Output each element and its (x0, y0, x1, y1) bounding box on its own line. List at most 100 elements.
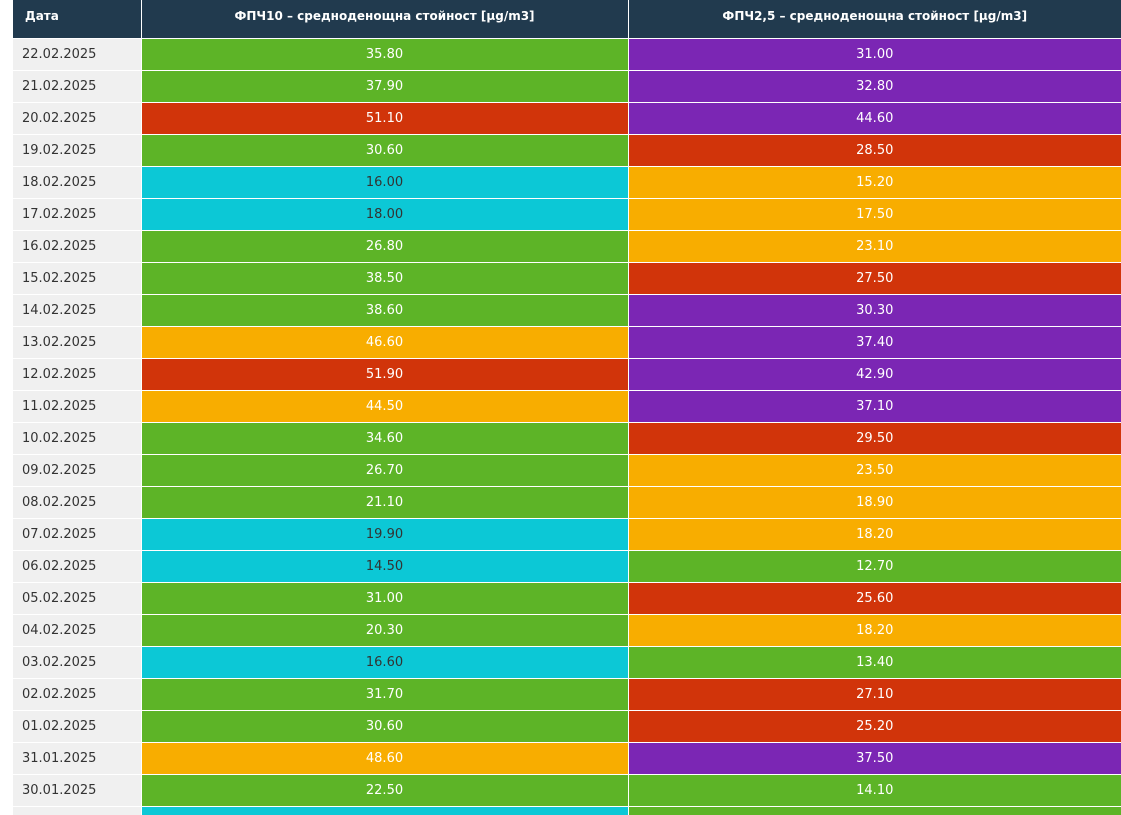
date-cell: 12.02.2025 (13, 358, 142, 391)
date-cell: 30.01.2025 (13, 774, 142, 807)
air-quality-table-container: Дата ФПЧ10 – средноденощна стойност [µg/… (13, 0, 1121, 815)
pm25-value-cell: 28.50 (628, 134, 1121, 167)
table-row: 15.02.2025 38.50 27.50 (13, 262, 1121, 295)
table-row: 08.02.2025 21.10 18.90 (13, 486, 1121, 519)
pm10-value-cell: 19.90 (141, 518, 629, 551)
header-pm25[interactable]: ФПЧ2,5 – средноденощна стойност [µg/m3] (628, 0, 1121, 39)
date-cell: 09.02.2025 (13, 454, 142, 487)
pm10-value-cell: 31.70 (141, 678, 629, 711)
pm25-value-cell: 12.70 (628, 550, 1121, 583)
header-date[interactable]: Дата (13, 0, 142, 39)
pm10-value-cell: 26.80 (141, 230, 629, 263)
table-row: 19.02.2025 30.60 28.50 (13, 134, 1121, 167)
header-pm10[interactable]: ФПЧ10 – средноденощна стойност [µg/m3] (141, 0, 629, 39)
pm10-value-cell: 37.90 (141, 70, 629, 103)
pm25-value-cell: 42.90 (628, 358, 1121, 391)
pm25-value-cell: 32.80 (628, 70, 1121, 103)
pm10-value-cell: 48.60 (141, 742, 629, 775)
pm25-value-cell: 23.50 (628, 454, 1121, 487)
table-row: 20.02.2025 51.10 44.60 (13, 102, 1121, 135)
pm10-value-cell: 18.00 (141, 198, 629, 231)
table-row: 05.02.2025 31.00 25.60 (13, 582, 1121, 615)
date-cell: 14.02.2025 (13, 294, 142, 327)
pm10-value-cell: 21.10 (141, 486, 629, 519)
pm10-value-cell: 38.60 (141, 294, 629, 327)
date-cell: 15.02.2025 (13, 262, 142, 295)
table-body: 22.02.2025 35.80 31.00 21.02.2025 37.90 32.80… (13, 38, 1121, 815)
table-header: Дата ФПЧ10 – средноденощна стойност [µg/… (13, 0, 1121, 39)
pm25-value-cell: 18.20 (628, 614, 1121, 647)
date-cell: 07.02.2025 (13, 518, 142, 551)
pm25-value-cell: 44.60 (628, 102, 1121, 135)
date-cell: 17.02.2025 (13, 198, 142, 231)
pm10-value-cell: 38.50 (141, 262, 629, 295)
date-cell: 03.02.2025 (13, 646, 142, 679)
pm25-value-cell (628, 806, 1121, 815)
table-row: 16.02.2025 26.80 23.10 (13, 230, 1121, 263)
date-cell: 18.02.2025 (13, 166, 142, 199)
pm10-value-cell: 16.00 (141, 166, 629, 199)
table-row: 07.02.2025 19.90 18.20 (13, 518, 1121, 551)
pm10-value-cell (141, 806, 629, 815)
table-row (13, 806, 1121, 815)
table-row: 06.02.2025 14.50 12.70 (13, 550, 1121, 583)
date-cell: 22.02.2025 (13, 38, 142, 71)
date-cell: 06.02.2025 (13, 550, 142, 583)
pm25-value-cell: 31.00 (628, 38, 1121, 71)
pm25-value-cell: 25.20 (628, 710, 1121, 743)
air-quality-table: Дата ФПЧ10 – средноденощна стойност [µg/… (13, 0, 1121, 815)
pm25-value-cell: 15.20 (628, 166, 1121, 199)
pm25-value-cell: 37.40 (628, 326, 1121, 359)
table-row: 30.01.2025 22.50 14.10 (13, 774, 1121, 807)
pm10-value-cell: 51.10 (141, 102, 629, 135)
table-row: 18.02.2025 16.00 15.20 (13, 166, 1121, 199)
pm10-value-cell: 26.70 (141, 454, 629, 487)
table-row: 03.02.2025 16.60 13.40 (13, 646, 1121, 679)
table-row: 11.02.2025 44.50 37.10 (13, 390, 1121, 423)
table-row: 01.02.2025 30.60 25.20 (13, 710, 1121, 743)
date-cell: 20.02.2025 (13, 102, 142, 135)
table-row: 02.02.2025 31.70 27.10 (13, 678, 1121, 711)
date-cell: 05.02.2025 (13, 582, 142, 615)
date-cell: 04.02.2025 (13, 614, 142, 647)
table-row: 21.02.2025 37.90 32.80 (13, 70, 1121, 103)
pm25-value-cell: 25.60 (628, 582, 1121, 615)
pm10-value-cell: 14.50 (141, 550, 629, 583)
date-cell: 02.02.2025 (13, 678, 142, 711)
pm10-value-cell: 51.90 (141, 358, 629, 391)
date-cell: 31.01.2025 (13, 742, 142, 775)
pm25-value-cell: 27.50 (628, 262, 1121, 295)
pm10-value-cell: 30.60 (141, 134, 629, 167)
header-row: Дата ФПЧ10 – средноденощна стойност [µg/… (13, 0, 1121, 39)
table-row: 14.02.2025 38.60 30.30 (13, 294, 1121, 327)
date-cell: 11.02.2025 (13, 390, 142, 423)
date-cell: 10.02.2025 (13, 422, 142, 455)
pm10-value-cell: 16.60 (141, 646, 629, 679)
date-cell (13, 806, 142, 815)
table-row: 17.02.2025 18.00 17.50 (13, 198, 1121, 231)
date-cell: 16.02.2025 (13, 230, 142, 263)
date-cell: 13.02.2025 (13, 326, 142, 359)
pm25-value-cell: 18.90 (628, 486, 1121, 519)
date-cell: 21.02.2025 (13, 70, 142, 103)
table-row: 13.02.2025 46.60 37.40 (13, 326, 1121, 359)
table-row: 12.02.2025 51.90 42.90 (13, 358, 1121, 391)
pm25-value-cell: 13.40 (628, 646, 1121, 679)
pm25-value-cell: 37.50 (628, 742, 1121, 775)
pm10-value-cell: 22.50 (141, 774, 629, 807)
pm25-value-cell: 37.10 (628, 390, 1121, 423)
pm10-value-cell: 20.30 (141, 614, 629, 647)
pm10-value-cell: 30.60 (141, 710, 629, 743)
pm10-value-cell: 44.50 (141, 390, 629, 423)
pm25-value-cell: 29.50 (628, 422, 1121, 455)
pm10-value-cell: 31.00 (141, 582, 629, 615)
table-row: 10.02.2025 34.60 29.50 (13, 422, 1121, 455)
pm10-value-cell: 46.60 (141, 326, 629, 359)
pm10-value-cell: 35.80 (141, 38, 629, 71)
table-row: 22.02.2025 35.80 31.00 (13, 38, 1121, 71)
table-row: 04.02.2025 20.30 18.20 (13, 614, 1121, 647)
pm25-value-cell: 18.20 (628, 518, 1121, 551)
pm10-value-cell: 34.60 (141, 422, 629, 455)
date-cell: 08.02.2025 (13, 486, 142, 519)
pm25-value-cell: 30.30 (628, 294, 1121, 327)
